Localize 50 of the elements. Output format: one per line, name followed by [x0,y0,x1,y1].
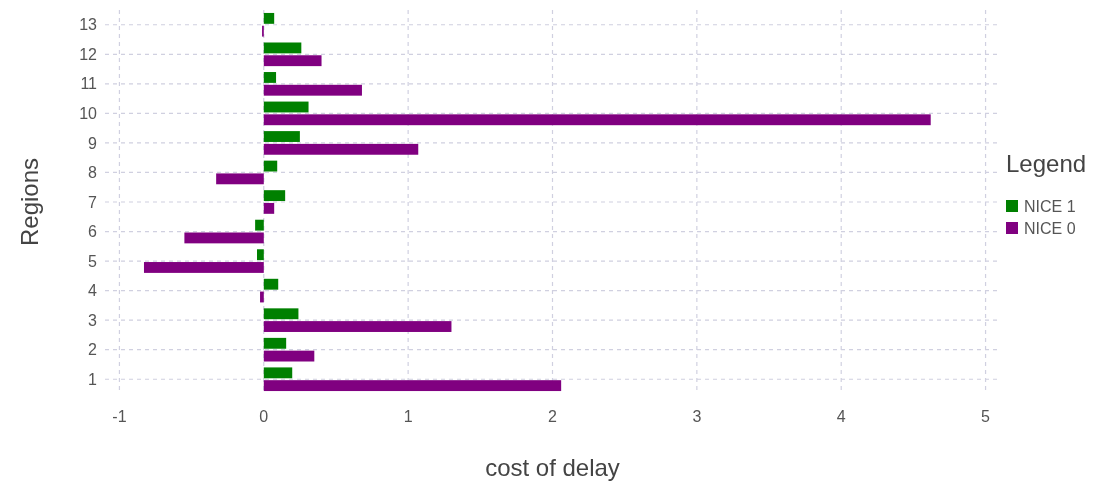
bar [263,143,419,155]
y-tick-label: 6 [88,223,98,241]
bar [263,278,279,290]
bar [263,190,286,202]
bar [263,380,562,392]
y-tick-label: 1 [88,370,98,388]
bar [184,232,264,244]
bar [263,350,315,362]
bar [263,321,452,332]
bar [263,202,275,214]
legend-label: NICE 0 [1024,219,1076,237]
y-tick-label: 3 [88,311,98,329]
y-tick-label: 8 [88,164,98,182]
legend-title: Legend [1006,150,1087,177]
bar [263,160,278,172]
y-tick-label: 12 [79,45,98,63]
bar [263,42,302,54]
y-tick-label: 5 [88,252,98,270]
y-tick-label: 10 [79,104,98,122]
bar [263,101,309,113]
bar [216,173,264,185]
x-tick-label: 3 [692,408,702,425]
x-tick-label: 2 [548,408,558,425]
bar [263,84,362,96]
y-axis-title: Regions [16,157,43,247]
x-tick-label: 1 [403,408,413,425]
bar [263,72,277,83]
y-tick-label: 4 [88,282,98,300]
x-tick-label: 5 [981,408,991,425]
x-tick-label: 0 [259,408,269,425]
bar [263,131,300,142]
bar [255,219,264,231]
bar [263,114,931,126]
y-tick-label: 2 [88,341,98,359]
x-tick-label: 4 [836,408,846,425]
bar [143,262,264,273]
bar [263,55,322,67]
y-tick-label: 11 [80,75,98,93]
x-tick-label: -1 [112,408,127,425]
bar [263,367,293,379]
x-axis-title: cost of delay [485,454,620,481]
y-tick-label: 13 [79,16,98,34]
y-tick-label: 7 [88,193,98,211]
legend-label: NICE 1 [1024,197,1076,215]
bar [260,291,264,303]
bar [263,308,299,320]
y-tick-label: 9 [88,134,98,152]
bar [257,249,264,261]
bar [263,12,275,24]
bar [263,337,287,349]
